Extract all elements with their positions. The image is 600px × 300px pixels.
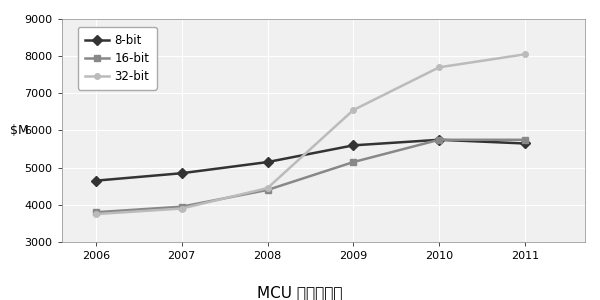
16-bit: [521, 138, 529, 142]
8-bit: [350, 144, 357, 147]
16-bit: [264, 188, 271, 192]
8-bit: [178, 171, 185, 175]
Y-axis label: $M: $M: [10, 124, 29, 137]
Line: 8-bit: 8-bit: [92, 136, 529, 184]
16-bit: [92, 210, 100, 214]
Line: 32-bit: 32-bit: [93, 52, 528, 217]
8-bit: [521, 142, 529, 145]
Legend: 8-bit, 16-bit, 32-bit: 8-bit, 16-bit, 32-bit: [78, 27, 157, 90]
8-bit: [264, 160, 271, 164]
32-bit: [350, 108, 357, 112]
32-bit: [521, 52, 529, 56]
32-bit: [436, 65, 443, 69]
32-bit: [264, 186, 271, 190]
16-bit: [436, 138, 443, 142]
16-bit: [178, 205, 185, 208]
8-bit: [92, 179, 100, 182]
8-bit: [436, 138, 443, 142]
32-bit: [92, 212, 100, 216]
32-bit: [178, 207, 185, 210]
16-bit: [350, 160, 357, 164]
Text: MCU 市场的价值: MCU 市场的价值: [257, 285, 343, 300]
Line: 16-bit: 16-bit: [92, 136, 529, 216]
